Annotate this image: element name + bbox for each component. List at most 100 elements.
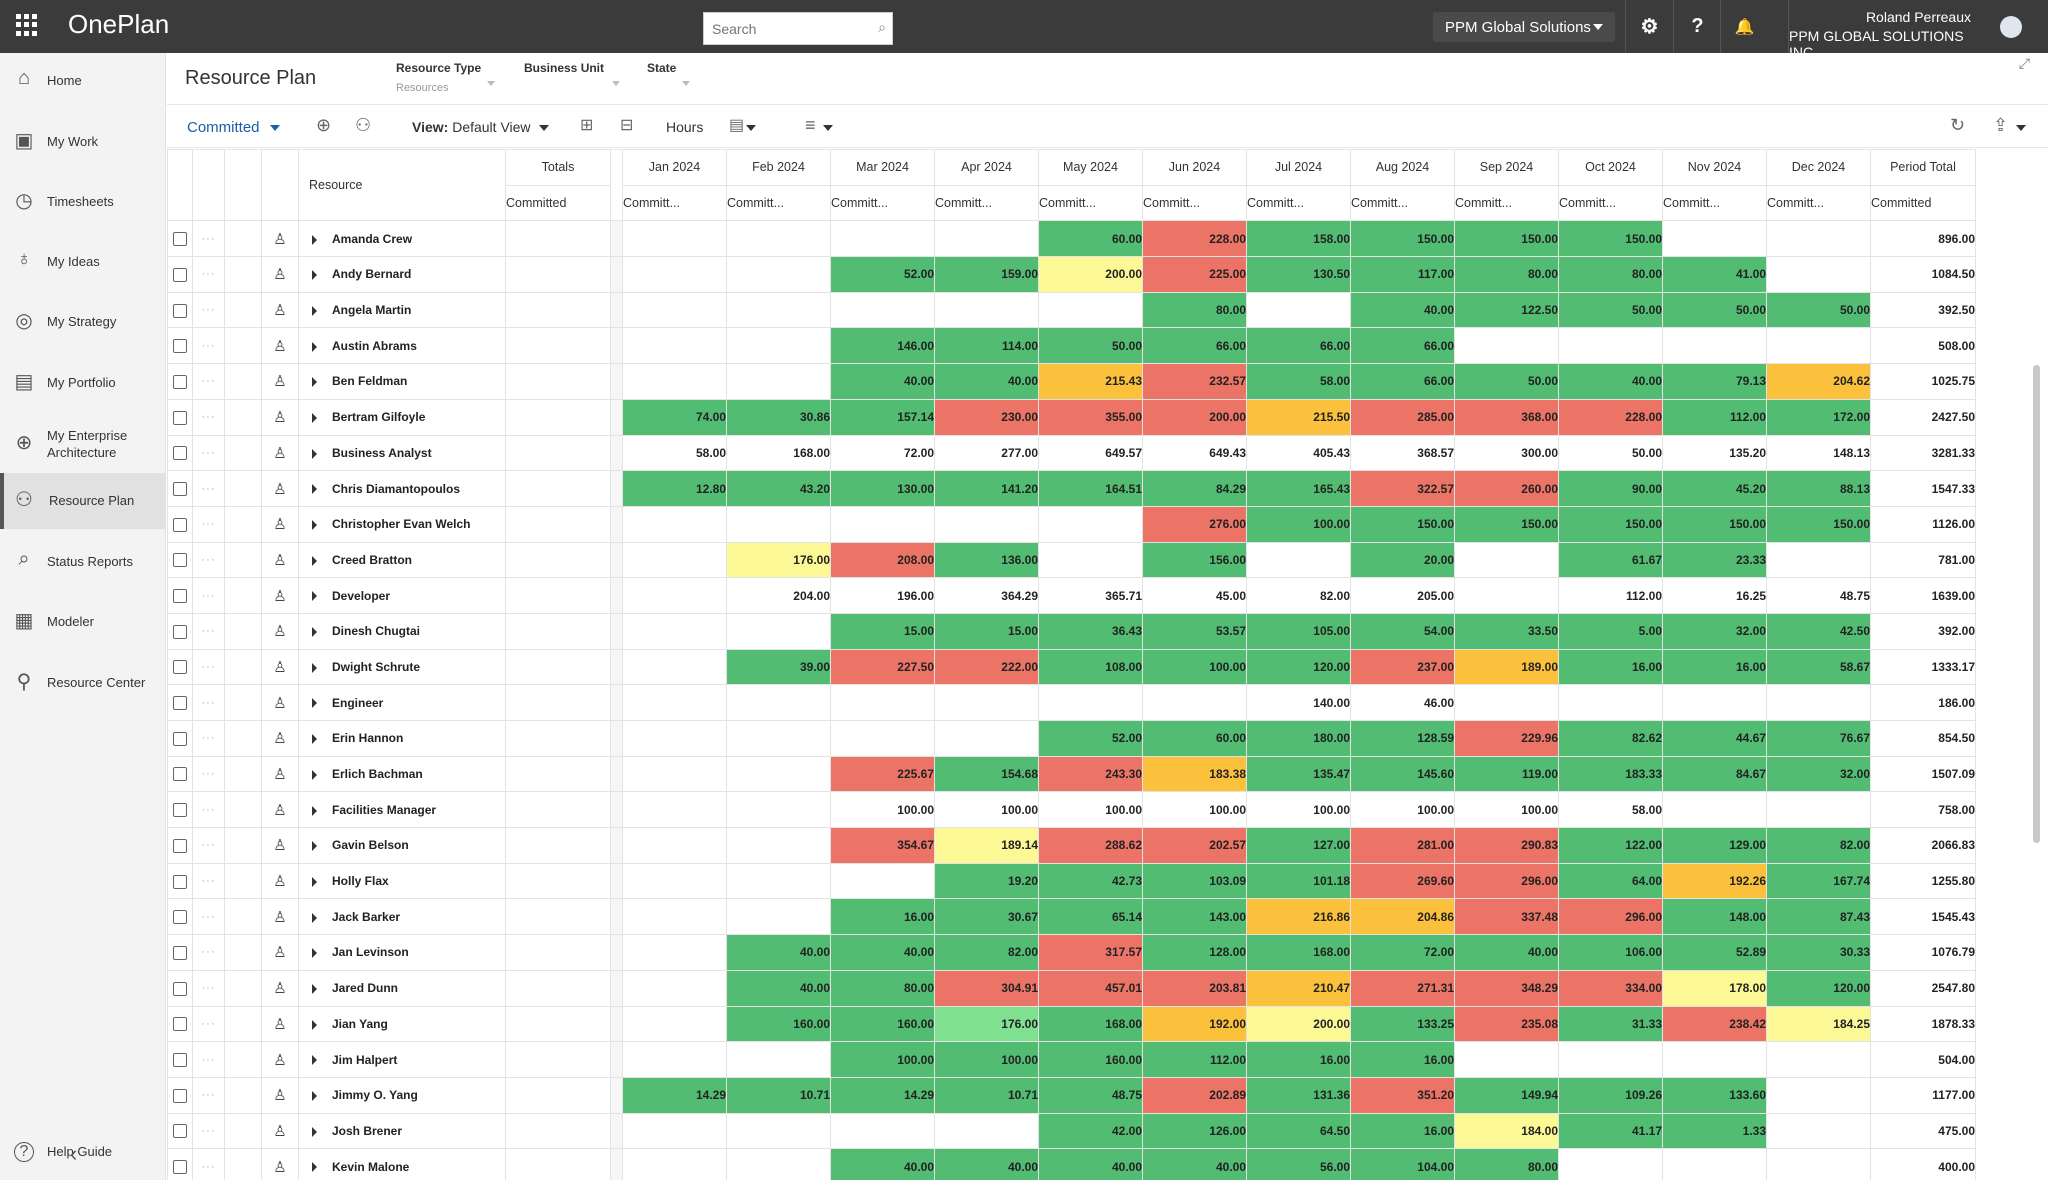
- allocation-cell[interactable]: [1766, 256, 1871, 293]
- allocation-cell[interactable]: 405.43: [1246, 434, 1351, 472]
- allocation-cell[interactable]: [1766, 791, 1871, 829]
- table-row[interactable]: ··· ♙ Business Analyst 58.00 168.00 72.00 277.…: [167, 434, 1976, 472]
- allocation-cell[interactable]: 168.00: [1246, 934, 1351, 971]
- allocation-cell[interactable]: [830, 291, 935, 329]
- allocation-cell[interactable]: 36.43: [1038, 612, 1143, 650]
- resource-name[interactable]: Jim Halpert: [332, 1052, 398, 1067]
- allocation-cell[interactable]: [1662, 1148, 1767, 1180]
- allocation-cell[interactable]: [830, 220, 935, 258]
- row-checkbox[interactable]: [173, 874, 187, 889]
- allocation-cell[interactable]: 168.00: [1038, 1005, 1143, 1043]
- expand-row-icon[interactable]: [312, 1055, 317, 1066]
- table-row[interactable]: ··· ♙ Jan Levinson 40.00 40.00 82.00 317.57 128…: [167, 934, 1976, 971]
- allocation-cell[interactable]: 317.57: [1038, 934, 1143, 971]
- allocation-cell[interactable]: [1038, 541, 1143, 579]
- allocation-cell[interactable]: [1454, 684, 1559, 721]
- allocation-cell[interactable]: 225.00: [1142, 256, 1247, 293]
- allocation-cell[interactable]: [622, 862, 727, 900]
- allocation-cell[interactable]: [1766, 327, 1871, 365]
- filter-business-unit[interactable]: Business Unit: [524, 61, 621, 86]
- chevron-down-icon[interactable]: [2016, 125, 2026, 131]
- table-row[interactable]: ··· ♙ Dwight Schrute 39.00 227.50 222.00 108.0…: [167, 648, 1976, 686]
- allocation-cell[interactable]: [830, 862, 935, 900]
- allocation-cell[interactable]: [622, 505, 727, 543]
- allocation-cell[interactable]: 50.00: [1558, 434, 1663, 472]
- row-actions-icon[interactable]: ···: [192, 684, 225, 721]
- resource-name[interactable]: Jack Barker: [332, 909, 401, 924]
- allocation-cell[interactable]: [726, 898, 831, 936]
- row-actions-icon[interactable]: ···: [192, 1112, 225, 1150]
- allocation-cell[interactable]: 164.51: [1038, 470, 1143, 507]
- assign-resource-icon[interactable]: ⚇: [355, 115, 372, 135]
- allocation-cell[interactable]: 167.74: [1766, 862, 1871, 900]
- splitter[interactable]: [610, 149, 623, 222]
- allocation-cell[interactable]: 128.00: [1142, 934, 1247, 971]
- allocation-cell[interactable]: [830, 684, 935, 721]
- resource-name[interactable]: Andy Bernard: [332, 267, 412, 282]
- chevron-down-icon[interactable]: [746, 125, 756, 131]
- allocation-cell[interactable]: 238.42: [1662, 1005, 1767, 1043]
- table-row[interactable]: ··· ♙ Josh Brener 42.00 126.00 64.50 16.00 184.…: [167, 1112, 1976, 1150]
- table-row[interactable]: ··· ♙ Jared Dunn 40.00 80.00 304.91 457.01 203.…: [167, 969, 1976, 1007]
- allocation-cell[interactable]: 100.00: [1454, 791, 1559, 829]
- allocation-cell[interactable]: 135.47: [1246, 755, 1351, 793]
- table-row[interactable]: ··· ♙ Kevin Malone 40.00 40.00 40.00 40.00 56.0…: [167, 1148, 1976, 1180]
- allocation-cell[interactable]: 84.67: [1662, 755, 1767, 793]
- sidebar-item-timesheets[interactable]: ◷ Timesheets: [0, 174, 166, 230]
- allocation-cell[interactable]: 235.08: [1454, 1005, 1559, 1043]
- allocation-cell[interactable]: [726, 612, 831, 650]
- allocation-cell[interactable]: 46.00: [1350, 684, 1455, 721]
- table-row[interactable]: ··· ♙ Austin Abrams 146.00 114.00 50.00 66.00 6…: [167, 327, 1976, 365]
- allocation-cell[interactable]: [726, 827, 831, 864]
- allocation-cell[interactable]: 16.25: [1662, 577, 1767, 614]
- resource-name[interactable]: Christopher Evan Welch: [332, 517, 471, 532]
- allocation-cell[interactable]: 45.20: [1662, 470, 1767, 507]
- table-row[interactable]: ··· ♙ Ben Feldman 40.00 40.00 215.43 232.57 58.…: [167, 363, 1976, 400]
- table-row[interactable]: ··· ♙ Jian Yang 160.00 160.00 176.00 168.00 192…: [167, 1005, 1976, 1043]
- row-actions-icon[interactable]: ···: [192, 1005, 225, 1043]
- allocation-cell[interactable]: 5.00: [1558, 612, 1663, 650]
- row-checkbox[interactable]: [173, 589, 187, 603]
- resource-name[interactable]: Angela Martin: [332, 303, 412, 318]
- allocation-cell[interactable]: 354.67: [830, 827, 935, 864]
- allocation-cell[interactable]: 16.00: [1350, 1041, 1455, 1078]
- allocation-cell[interactable]: 50.00: [1038, 327, 1143, 365]
- allocation-cell[interactable]: [726, 1148, 831, 1180]
- allocation-cell[interactable]: 23.33: [1662, 541, 1767, 579]
- allocation-cell[interactable]: 271.31: [1350, 969, 1455, 1007]
- allocation-cell[interactable]: 184.00: [1454, 1112, 1559, 1150]
- allocation-cell[interactable]: 103.09: [1142, 862, 1247, 900]
- expand-row-icon[interactable]: [312, 769, 317, 780]
- allocation-cell[interactable]: 128.59: [1350, 720, 1455, 757]
- allocation-cell[interactable]: 304.91: [934, 969, 1039, 1007]
- allocation-cell[interactable]: [1454, 1041, 1559, 1078]
- expand-row-icon[interactable]: [312, 698, 317, 709]
- allocation-cell[interactable]: [622, 363, 727, 400]
- row-actions-icon[interactable]: ···: [192, 256, 225, 293]
- resource-name[interactable]: Jian Yang: [332, 1016, 388, 1031]
- expand-row-icon[interactable]: [312, 1162, 317, 1173]
- allocation-cell[interactable]: 30.86: [726, 398, 831, 436]
- allocation-cell[interactable]: 232.57: [1142, 363, 1247, 400]
- allocation-cell[interactable]: 204.62: [1766, 363, 1871, 400]
- allocation-cell[interactable]: 41.00: [1662, 256, 1767, 293]
- row-actions-icon[interactable]: ···: [192, 612, 225, 650]
- allocation-cell[interactable]: 82.00: [1766, 827, 1871, 864]
- allocation-cell[interactable]: 158.00: [1246, 220, 1351, 258]
- allocation-cell[interactable]: [1038, 291, 1143, 329]
- allocation-cell[interactable]: 150.00: [1350, 505, 1455, 543]
- allocation-cell[interactable]: 109.26: [1558, 1076, 1663, 1114]
- allocation-cell[interactable]: 39.00: [726, 648, 831, 686]
- row-checkbox[interactable]: [173, 553, 187, 568]
- expand-row-icon[interactable]: [312, 341, 317, 352]
- menu-icon[interactable]: ≡: [805, 115, 816, 135]
- sidebar-item-status-reports[interactable]: ⌕ Status Reports: [0, 534, 166, 590]
- expand-row-icon[interactable]: [312, 305, 317, 316]
- row-checkbox[interactable]: [173, 446, 187, 461]
- row-actions-icon[interactable]: ···: [192, 470, 225, 507]
- table-row[interactable]: ··· ♙ Jimmy O. Yang 14.29 10.71 14.29 10.71 48.…: [167, 1076, 1976, 1114]
- app-launcher-icon[interactable]: [16, 14, 38, 36]
- resource-name[interactable]: Facilities Manager: [332, 802, 437, 817]
- resource-name[interactable]: Creed Bratton: [332, 552, 413, 567]
- allocation-cell[interactable]: 15.00: [830, 612, 935, 650]
